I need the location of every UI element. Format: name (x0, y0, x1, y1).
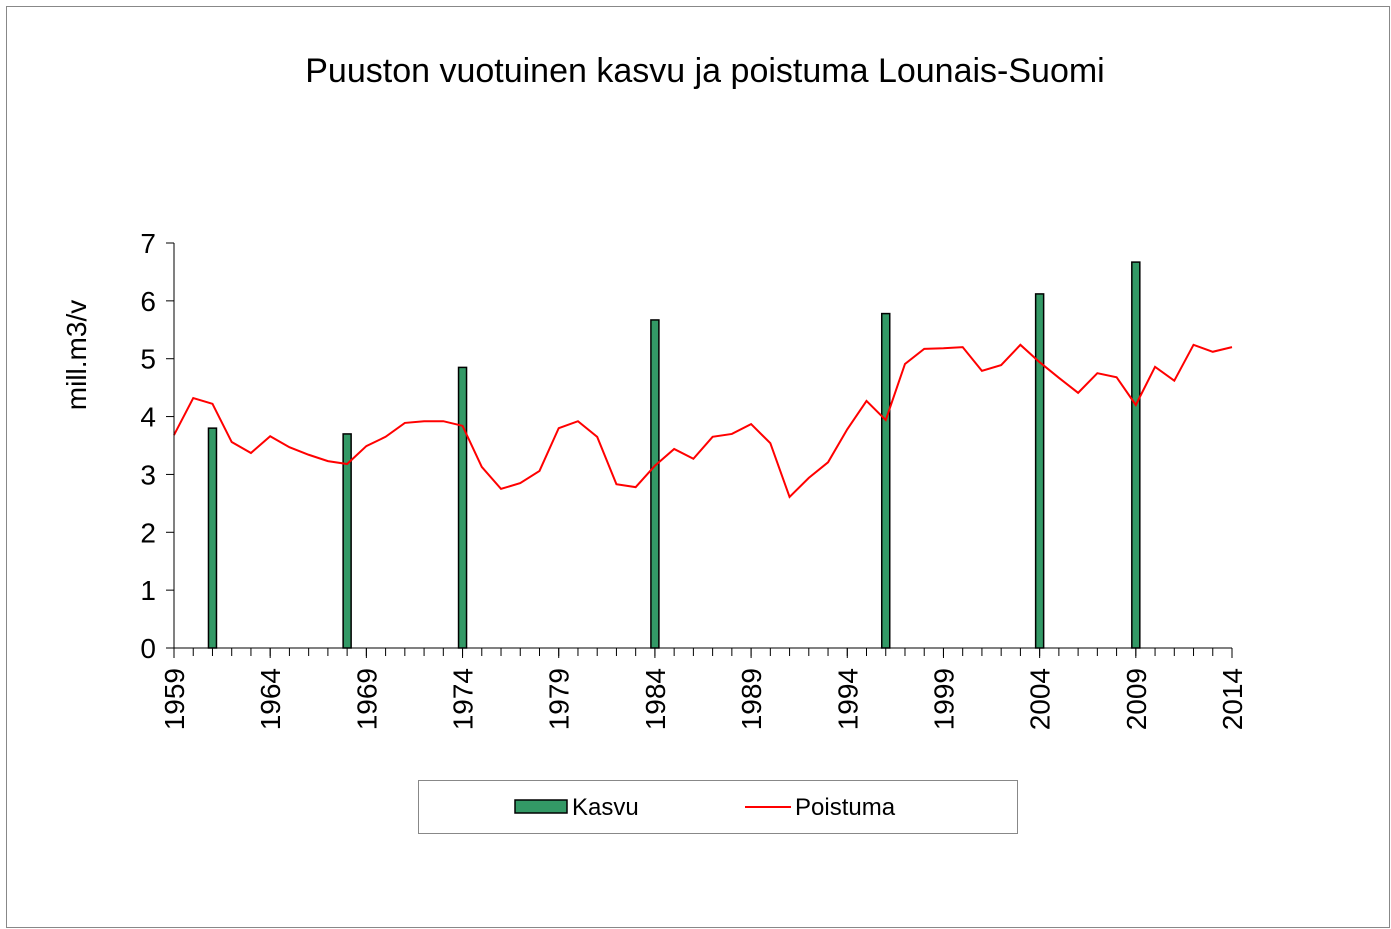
y-tick-label: 2 (140, 517, 156, 548)
y-tick-label: 7 (140, 228, 156, 259)
y-axis-label: mill.m3/v (61, 300, 92, 410)
y-tick-label: 3 (140, 459, 156, 490)
x-tick-label: 1969 (351, 668, 382, 730)
chart-frame (6, 6, 1390, 928)
bar (1034, 293, 1045, 649)
y-tick-label: 0 (140, 633, 156, 664)
bar (207, 427, 218, 649)
bar (880, 312, 891, 649)
bar (457, 366, 468, 649)
x-tick-label: 1974 (448, 668, 479, 730)
x-tick-label: 1959 (159, 668, 190, 730)
legend-box (418, 780, 1018, 834)
bar (650, 319, 660, 649)
bar (1131, 261, 1141, 649)
x-tick-label: 1984 (640, 668, 671, 730)
legend-label: Poistuma (795, 794, 896, 821)
x-tick-label: 1999 (928, 668, 959, 730)
y-tick-label: 1 (140, 575, 156, 606)
x-tick-label: 1994 (832, 668, 863, 730)
y-tick-label: 4 (140, 402, 156, 433)
chart-title: Puuston vuotuinen kasvu ja poistuma Loun… (305, 52, 1104, 90)
line (173, 343, 1233, 499)
bar (342, 433, 352, 649)
y-tick-label: 5 (140, 344, 156, 375)
x-tick-label: 1989 (736, 668, 767, 730)
legend-label: Kasvu (572, 794, 639, 821)
x-tick-label: 1979 (544, 668, 575, 730)
y-tick-label: 6 (140, 286, 156, 317)
legend-swatch (514, 799, 568, 814)
x-tick-label: 2004 (1025, 668, 1056, 730)
x-tick-label: 2014 (1217, 668, 1248, 730)
x-tick-label: 2009 (1121, 668, 1152, 730)
x-tick-label: 1964 (255, 668, 286, 730)
